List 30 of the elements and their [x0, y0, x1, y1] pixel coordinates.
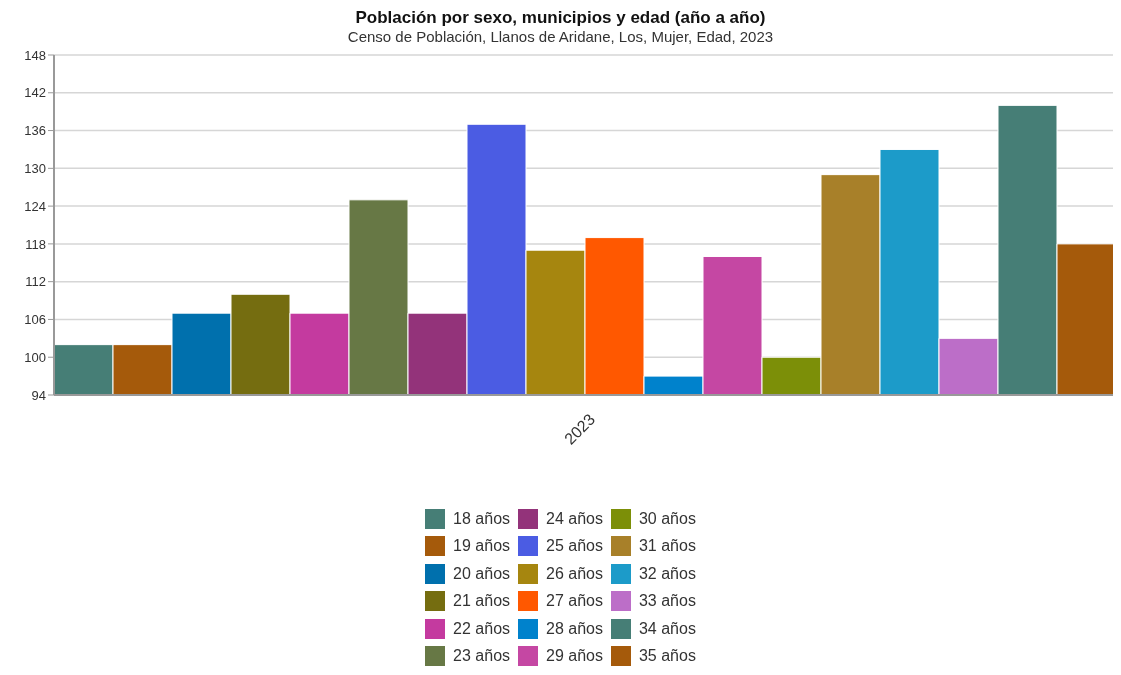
- y-tick-label: 148: [24, 47, 46, 63]
- legend-label: 32 años: [638, 564, 696, 583]
- y-tick-label: 106: [24, 312, 46, 328]
- legend-label: 24 años: [546, 509, 603, 528]
- y-tick-label: 136: [24, 123, 46, 139]
- legend-label: 31 años: [638, 537, 696, 556]
- legend-label: 23 años: [453, 647, 511, 666]
- y-tick-label: 142: [24, 85, 46, 101]
- y-tick-label: 130: [24, 160, 46, 176]
- y-tick-label: 112: [25, 274, 46, 290]
- legend-label: 25 años: [546, 537, 603, 556]
- legend-label: 27 años: [546, 592, 603, 611]
- legend-label: 26 años: [546, 564, 603, 583]
- legend-label: 22 años: [453, 619, 511, 638]
- legend-label: 28 años: [546, 619, 603, 638]
- legend-label: 29 años: [546, 647, 603, 666]
- y-tick-label: 100: [24, 349, 46, 365]
- legend-label: 33 años: [638, 592, 696, 611]
- chart-title: Población por sexo, municipios y edad (año a año): [354, 8, 767, 28]
- legend-label: 30 años: [638, 509, 696, 528]
- legend-label: 21 años: [453, 592, 511, 611]
- y-tick-label: 124: [24, 198, 46, 214]
- legend-label: 35 años: [638, 647, 696, 666]
- legend-label: 19 años: [453, 537, 511, 556]
- y-tick-label: 118: [25, 236, 46, 252]
- y-tick-label: 94: [31, 387, 46, 403]
- legend-label: 20 años: [453, 564, 511, 583]
- legend-label: 34 años: [638, 619, 696, 638]
- legend-label: 18 años: [453, 509, 511, 528]
- chart-subtitle: Censo de Población, Llanos de Aridane, Los, Mujer, Edad, 2023: [346, 28, 775, 45]
